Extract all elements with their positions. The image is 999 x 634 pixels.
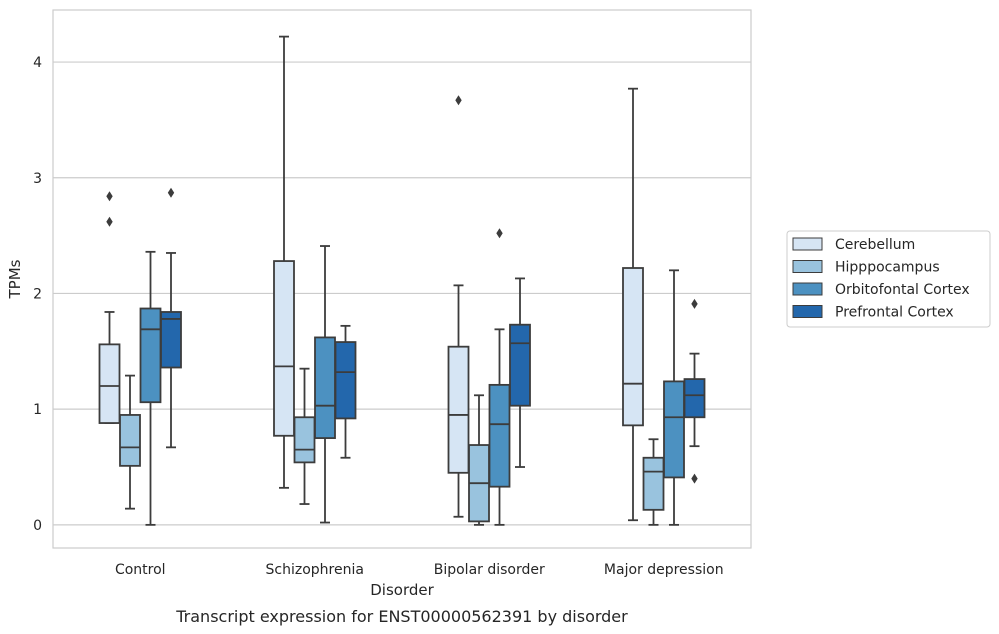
x-tick-label: Major depression [604,562,724,578]
box-body [622,267,644,427]
legend-label: Orbitofontal Cortex [835,282,970,298]
box [683,298,706,484]
box-body [160,311,182,369]
box [139,250,162,526]
y-tick-label: 1 [33,402,42,418]
outlier-point [106,216,113,227]
box [160,187,182,449]
box-body [119,414,141,467]
legend-label: Cerebellum [835,237,915,253]
legend-frame [786,230,991,328]
x-axis: Control Schizophrenia Bipolar disorder Majo… [115,562,724,578]
x-tick-label: Bipolar disorder [434,562,545,578]
box [642,438,665,526]
box [622,87,644,522]
legend-swatch [792,305,823,318]
box-body [663,380,685,479]
legend-swatch [792,260,823,273]
outlier-point [691,298,698,309]
box-body [447,345,470,474]
box [273,35,295,489]
legend-swatch [792,282,823,296]
box-body [334,341,357,420]
box-body [139,307,162,404]
box [468,394,490,526]
plot-area [98,35,706,526]
legend-label: Prefrontal Cortex [835,305,954,321]
box-body [488,383,511,488]
box [293,367,316,505]
box [509,277,531,468]
box [119,374,141,510]
y-axis: 0 1 2 3 4 [33,55,42,534]
y-tick-label: 3 [33,171,42,187]
grid [53,61,751,526]
box-body [314,336,336,439]
x-axis-label: Disorder [370,581,434,599]
y-axis-label: TPMs [6,259,24,299]
y-tick-label: 4 [33,55,42,71]
box [334,324,357,459]
legend-swatch [792,237,823,251]
outlier-point [167,187,175,198]
x-tick-label: Control [115,562,166,578]
box-body [273,260,295,437]
outlier-point [106,191,113,202]
box-body [642,456,665,511]
legend: Cerebellum Hipppocampus Orbitofontal Corte… [786,230,991,328]
outlier-point [496,228,503,239]
box [98,191,121,424]
chart-caption: Transcript expression for ENST0000056239… [175,607,628,626]
x-tick-label: Schizophrenia [266,562,364,578]
box-body [683,378,706,419]
box [447,95,470,518]
outlier-point [691,473,698,484]
box-body [509,323,531,407]
box [314,245,336,524]
outlier-point [455,95,462,106]
y-tick-label: 0 [33,518,42,534]
box [663,269,685,526]
box-body [293,416,316,464]
y-tick-label: 2 [33,286,42,302]
box [488,228,511,526]
legend-label: Hipppocampus [835,260,940,276]
plot-frame [52,9,752,549]
box-body [98,343,121,424]
